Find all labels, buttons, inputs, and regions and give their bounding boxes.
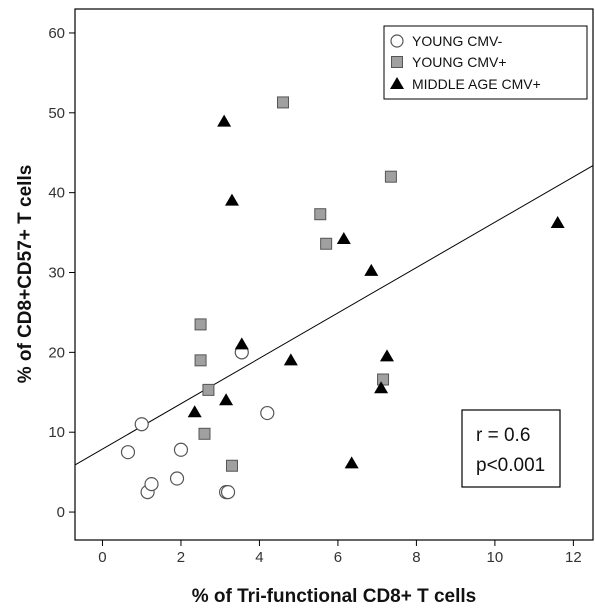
legend-label-young-cmv-pos: YOUNG CMV+: [412, 54, 507, 70]
point-young-cmv-pos: [320, 237, 333, 250]
y-tick-label: 60: [48, 25, 65, 42]
point-middle-age-cmv-pos: [187, 405, 202, 418]
stats-r-value: r = 0.6: [476, 425, 530, 446]
fit-line-layer: [74, 165, 594, 466]
point-young-cmv-pos: [314, 208, 327, 221]
y-tick-label: 10: [48, 424, 65, 441]
point-middle-age-cmv-pos: [283, 353, 298, 366]
stats-annotation: r = 0.6 p<0.001: [461, 409, 561, 488]
y-tick-label: 30: [48, 265, 65, 282]
point-middle-age-cmv-pos: [344, 456, 359, 469]
fit-line: [74, 165, 594, 466]
point-young-cmv-pos: [276, 96, 289, 109]
x-tick-label: 4: [255, 549, 263, 566]
legend-label-young-cmv-neg: YOUNG CMV-: [412, 33, 503, 49]
point-middle-age-cmv-pos: [217, 114, 232, 127]
point-middle-age-cmv-pos: [374, 381, 389, 394]
x-tick-label: 0: [98, 549, 106, 566]
point-young-cmv-pos: [194, 318, 207, 331]
point-middle-age-cmv-pos: [379, 349, 394, 362]
x-tick-label: 6: [334, 549, 342, 566]
legend-marker-young-cmv-pos: [391, 56, 403, 68]
y-axis-title: % of CD8+CD57+ T cells: [15, 165, 36, 384]
point-middle-age-cmv-pos: [234, 337, 249, 350]
point-young-cmv-neg: [169, 471, 185, 486]
stats-box-frame: [461, 409, 561, 488]
point-young-cmv-neg: [220, 484, 236, 500]
legend-label-middle-age-cmv-pos: MIDDLE AGE CMV+: [412, 76, 541, 92]
point-young-cmv-pos: [198, 427, 211, 440]
point-young-cmv-pos: [377, 373, 390, 386]
y-tick-label: 40: [48, 185, 65, 202]
point-young-cmv-neg: [134, 417, 149, 432]
x-tick-label: 8: [412, 549, 420, 566]
x-tick-label: 10: [487, 549, 504, 566]
x-tick-label: 2: [177, 549, 185, 566]
y-tick-label: 20: [48, 344, 65, 361]
x-tick-label: 12: [565, 549, 582, 566]
data-points: [120, 96, 565, 500]
point-young-cmv-neg: [260, 405, 275, 421]
point-young-cmv-pos: [384, 170, 397, 183]
point-young-cmv-pos: [202, 383, 215, 396]
point-young-cmv-neg: [144, 477, 159, 492]
point-middle-age-cmv-pos: [550, 215, 565, 228]
legend-box: [383, 25, 588, 100]
y-tick-label: 50: [48, 105, 65, 122]
axis-ticks: 0 2 4 6 8 10 12 0 10 20 30 40 50 60: [48, 25, 581, 566]
plot-frame: [74, 8, 594, 541]
point-young-cmv-pos: [225, 459, 238, 472]
legend-marker-middle-age-cmv-pos: [390, 77, 404, 89]
point-middle-age-cmv-pos: [219, 393, 234, 406]
point-young-cmv-neg: [120, 445, 136, 460]
point-middle-age-cmv-pos: [224, 193, 239, 206]
legend-marker-young-cmv-neg: [390, 34, 404, 48]
y-tick-label: 0: [57, 504, 65, 521]
stats-p-value: p<0.001: [476, 455, 545, 476]
x-axis-title: % of Tri-functional CD8+ T cells: [192, 586, 477, 607]
point-middle-age-cmv-pos: [364, 263, 379, 276]
point-young-cmv-pos: [194, 354, 207, 367]
legend: YOUNG CMV- YOUNG CMV+ MIDDLE AGE CMV+: [383, 25, 588, 100]
point-young-cmv-neg: [173, 442, 189, 457]
point-middle-age-cmv-pos: [336, 231, 351, 244]
